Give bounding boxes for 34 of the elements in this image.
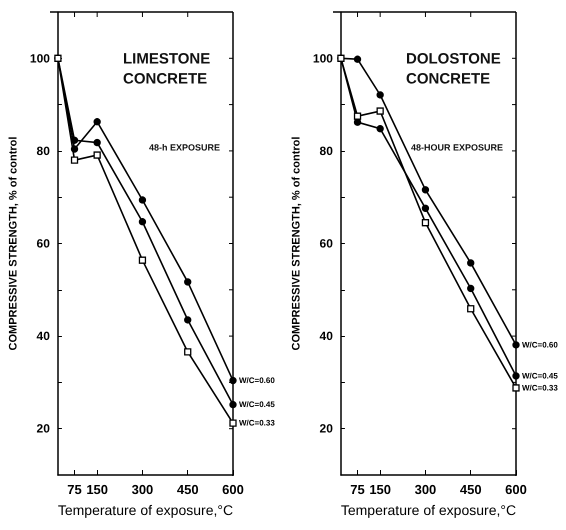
x-axis-title: Temperature of exposure,°C	[58, 502, 234, 518]
legend-label: W/C=0.33	[239, 418, 276, 428]
legend-label: W/C=0.60	[522, 340, 558, 350]
text: DOLOSTONE CONCRETE	[406, 50, 505, 88]
y-tick-label: 80	[320, 144, 334, 158]
y-tick-label: 100	[312, 51, 334, 66]
y-tick-label: 40	[36, 329, 50, 344]
y-tick-label: 80	[36, 144, 50, 158]
x-tick-label: 150	[369, 482, 392, 497]
x-tick-label: 600	[505, 482, 527, 497]
text: 48-h EXPOSURE	[148, 142, 220, 152]
x-tick-label: 600	[222, 482, 244, 497]
x-tick-label: 450	[460, 482, 482, 497]
y-tick-label: 20	[320, 422, 334, 436]
x-axis-title: Temperature of exposure,°C	[340, 502, 516, 518]
y-tick-label: 20	[36, 422, 50, 436]
legend-label: W/C=0.60	[239, 376, 276, 386]
x-tick-label: 300	[414, 482, 436, 497]
series-label: W/C=0.45	[522, 371, 558, 380]
y-axis-title: COMPRESSIVE STRENGTH, % of control	[8, 136, 20, 350]
y-axis-title: COMPRESSIVE STRENGTH, % of control	[290, 136, 302, 350]
x-tick-label: 75	[350, 482, 365, 497]
y-tick-label: 40	[320, 329, 334, 344]
x-tick-label: 150	[86, 482, 108, 497]
x-tick-label: 450	[176, 482, 199, 497]
y-tick-label: 60	[36, 236, 50, 250]
text: LIMESTONE CONCRETE	[123, 50, 214, 88]
y-tick-label: 100	[30, 51, 50, 66]
y-tick-label: 60	[320, 236, 334, 250]
text: 48-HOUR EXPOSURE	[410, 142, 504, 152]
legend-label: W/C=0.33	[522, 383, 558, 392]
x-tick-label: 75	[67, 482, 82, 497]
x-tick-label: 300	[132, 482, 154, 497]
series-label: W/C=0.45	[239, 400, 276, 410]
